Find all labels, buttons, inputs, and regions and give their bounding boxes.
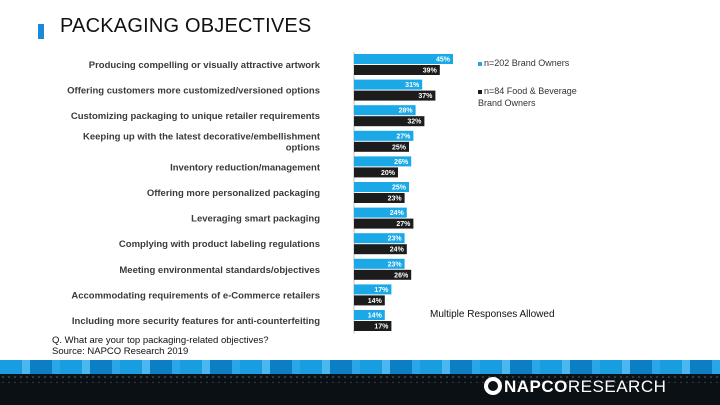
logo-icon: [484, 377, 502, 395]
bar-series1: [354, 105, 416, 116]
data-label: 27%: [396, 221, 411, 228]
data-label: 25%: [392, 144, 407, 151]
category-label: Offering more personalized packaging: [147, 188, 320, 199]
bar-chart: Producing compelling or visually attract…: [67, 52, 453, 334]
bar-series1: [354, 310, 385, 320]
category-label-line: Keeping up with the latest decorative/em…: [83, 131, 321, 142]
legend-swatch-series2: [478, 89, 482, 94]
data-label: 20%: [381, 170, 396, 177]
footer-dots: [0, 374, 720, 383]
legend-swatch-series1: [478, 61, 482, 66]
category-label-line: Producing compelling or visually attract…: [89, 60, 321, 71]
data-label: 24%: [390, 247, 405, 254]
legend-label-series1: n=202 Brand Owners: [484, 58, 570, 68]
category-label: Inventory reduction/management: [170, 162, 321, 173]
bar-series2: [354, 167, 398, 178]
bar-series2: [354, 321, 392, 331]
footnote: Q. What are your top packaging-related o…: [52, 335, 269, 357]
bar-series2: [354, 65, 440, 75]
legend-item-series1: n=202 Brand Owners: [478, 58, 569, 68]
bar-series2: [354, 116, 425, 127]
category-label-line: options: [286, 142, 320, 153]
category-label: Leveraging smart packaging: [191, 214, 320, 225]
legend-label-series2: n=84 Food & Beverage Brand Owners: [478, 86, 577, 108]
bar-series2: [354, 295, 385, 306]
category-label: Customizing packaging to unique retailer…: [71, 111, 320, 122]
category-label-line: Meeting environmental standards/objectiv…: [119, 265, 320, 276]
bar-series2: [354, 244, 407, 255]
category-label-line: Accommodating requirements of e-Commerce…: [71, 290, 320, 301]
bar-series1: [354, 233, 405, 244]
category-label-line: Inventory reduction/management: [170, 162, 321, 173]
category-label-line: Customizing packaging to unique retailer…: [71, 111, 320, 122]
legend-item-series2: n=84 Food & Beverage Brand Owners: [478, 85, 578, 109]
bar-series2: [354, 269, 412, 280]
category-label-line: Including more security features for ant…: [72, 316, 320, 327]
question-text: Q. What are your top packaging-related o…: [52, 335, 269, 346]
data-label: 23%: [388, 236, 403, 243]
bar-series1: [354, 130, 414, 141]
bar-series1: [354, 54, 453, 64]
category-label: Keeping up with the latest decorative/em…: [83, 131, 321, 153]
data-label: 17%: [374, 287, 389, 294]
category-label-line: Leveraging smart packaging: [191, 214, 320, 225]
data-label: 32%: [407, 119, 422, 126]
bar-series1: [354, 79, 423, 90]
bar-series1: [354, 284, 392, 295]
bar-series2: [354, 90, 436, 101]
category-label: Complying with product labeling regulati…: [119, 239, 320, 250]
page-title: PACKAGING OBJECTIVES: [60, 15, 312, 37]
category-label-line: Offering more personalized packaging: [147, 188, 320, 199]
category-label: Producing compelling or visually attract…: [89, 60, 321, 71]
category-label-line: Complying with product labeling regulati…: [119, 239, 320, 250]
category-label: Including more security features for ant…: [72, 316, 320, 327]
data-label: 14%: [368, 298, 383, 305]
data-label: 39%: [423, 68, 438, 75]
napco-logo: NAPCORESEARCH: [484, 377, 666, 397]
category-label-line: Offering customers more customized/versi…: [67, 86, 320, 97]
footer-stripe: [0, 360, 720, 374]
data-label: 25%: [392, 185, 407, 192]
bar-series2: [354, 193, 405, 203]
data-label: 24%: [390, 210, 405, 217]
data-label: 23%: [388, 196, 403, 203]
data-label: 45%: [436, 57, 451, 64]
bar-series2: [354, 218, 414, 229]
data-label: 26%: [394, 272, 409, 279]
data-label: 28%: [399, 108, 414, 115]
responses-note: Multiple Responses Allowed: [430, 309, 555, 320]
bar-series1: [354, 156, 412, 167]
data-label: 26%: [394, 159, 409, 166]
source-text: Source: NAPCO Research 2019: [52, 346, 189, 357]
bar-series2: [354, 141, 409, 152]
data-label: 14%: [368, 313, 383, 320]
footer-band: [0, 360, 720, 405]
title-accent-bar: [38, 24, 44, 39]
data-label: 17%: [374, 324, 389, 331]
category-label: Offering customers more customized/versi…: [67, 86, 320, 97]
data-label: 27%: [396, 133, 411, 140]
data-label: 23%: [388, 261, 403, 268]
data-label: 37%: [418, 93, 433, 100]
data-label: 31%: [405, 82, 420, 89]
category-label: Meeting environmental standards/objectiv…: [119, 265, 320, 276]
bar-series1: [354, 258, 405, 269]
bar-series1: [354, 182, 409, 192]
bar-series1: [354, 207, 407, 218]
category-label: Accommodating requirements of e-Commerce…: [71, 290, 320, 301]
